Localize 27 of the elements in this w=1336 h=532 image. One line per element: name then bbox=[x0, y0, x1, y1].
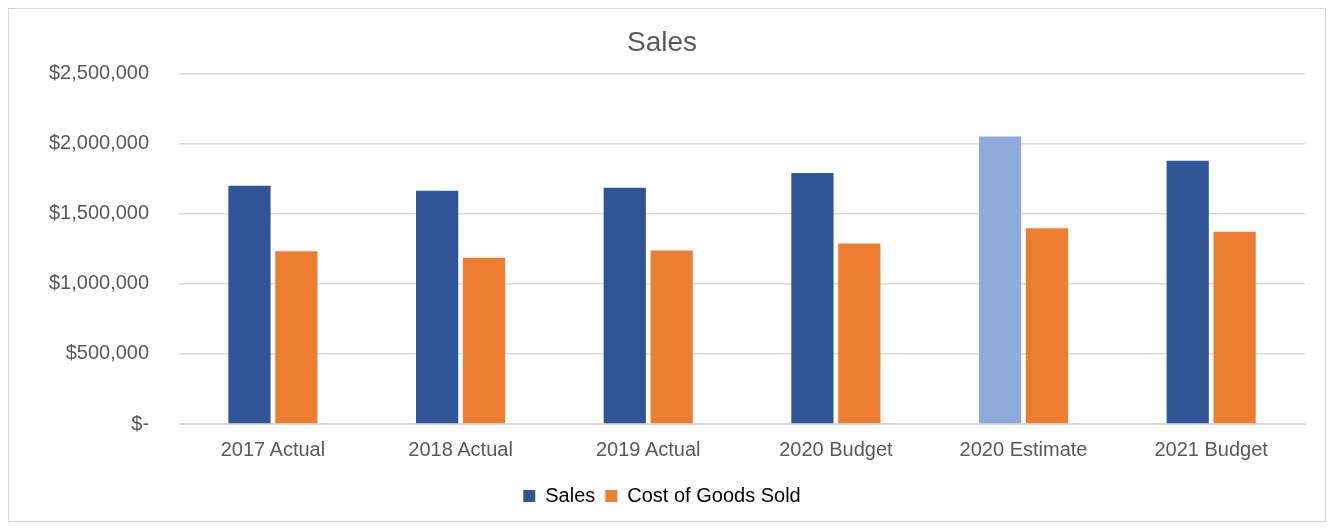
chart-title: Sales bbox=[626, 25, 698, 57]
bar bbox=[838, 243, 881, 424]
bar bbox=[978, 136, 1022, 424]
y-tick-label: $2,500,000 bbox=[48, 61, 150, 84]
y-tick-label: $500,000 bbox=[65, 341, 150, 364]
y-tick-label: $- bbox=[131, 411, 150, 434]
x-tick-label: 2020 Estimate bbox=[959, 437, 1088, 460]
x-tick-label: 2019 Actual bbox=[595, 437, 701, 460]
y-tick-label: $1,500,000 bbox=[48, 201, 150, 224]
bar bbox=[650, 250, 693, 424]
bar bbox=[228, 185, 271, 424]
bar bbox=[791, 173, 834, 424]
y-tick-label: $1,000,000 bbox=[48, 271, 150, 294]
legend-label: Sales bbox=[545, 483, 596, 506]
x-tick-label: 2021 Budget bbox=[1154, 437, 1269, 460]
bar bbox=[416, 190, 459, 424]
x-tick-label: 2017 Actual bbox=[220, 437, 326, 460]
x-tick-label: 2018 Actual bbox=[408, 437, 513, 460]
legend-label: Cost of Goods Sold bbox=[627, 483, 801, 506]
bar bbox=[462, 257, 506, 424]
bar bbox=[275, 251, 318, 424]
bar bbox=[1025, 228, 1069, 424]
bar bbox=[603, 187, 646, 424]
bar bbox=[1213, 231, 1256, 424]
bar bbox=[1166, 160, 1209, 424]
x-tick-label: 2020 Budget bbox=[779, 437, 894, 460]
y-tick-label: $2,000,000 bbox=[48, 131, 150, 154]
